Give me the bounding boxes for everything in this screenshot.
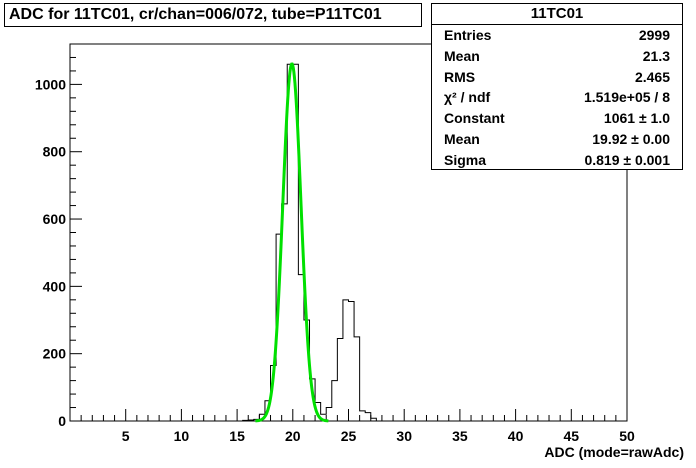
y-tick-label: 800 (43, 144, 67, 160)
stats-row-entries: Entries 2999 (432, 25, 682, 46)
x-tick-label: 10 (174, 428, 190, 444)
stats-name: 11TC01 (432, 4, 682, 25)
fit-curve (255, 62, 329, 423)
y-tick-label: 600 (43, 211, 67, 227)
stats-label: Constant (444, 110, 505, 127)
stats-label: Mean (444, 47, 480, 64)
stats-label: Entries (444, 27, 492, 43)
histogram-bin (243, 420, 249, 421)
stats-row-mean: Mean 21.3 (432, 46, 682, 67)
y-tick-label: 0 (58, 413, 66, 429)
stats-row-constant: Constant 1061 ± 1.0 (432, 108, 682, 129)
stats-label: χ² / ndf (444, 89, 491, 106)
histogram-bin (248, 420, 254, 421)
histogram-bin (343, 300, 349, 421)
y-tick-label: 200 (43, 346, 67, 362)
histogram-bin (326, 408, 332, 421)
stats-row-fit-mean: Mean 19.92 ± 0.00 (432, 129, 682, 150)
histogram-bin (332, 381, 338, 421)
histogram-bin (298, 275, 304, 421)
stats-box: 11TC01 Entries 2999 Mean 21.3 RMS 2.465 … (431, 3, 683, 170)
chart-title: ADC for 11TC01, cr/chan=006/072, tube=P1… (4, 3, 422, 27)
histogram-bin (349, 302, 355, 421)
stats-value: 19.92 ± 0.00 (592, 130, 670, 147)
histogram-bin (360, 411, 366, 421)
y-tick-label: 400 (43, 278, 67, 294)
x-tick-label: 20 (285, 428, 301, 444)
histogram-bin (337, 339, 343, 421)
stats-value: 2999 (638, 27, 670, 43)
stats-value: 0.819 ± 0.001 (584, 151, 670, 168)
stats-row-rms: RMS 2.465 (432, 67, 682, 88)
histogram-bin (365, 413, 371, 421)
stats-value: 2.465 (634, 68, 670, 85)
stats-value: 1061 ± 1.0 (603, 110, 670, 127)
x-tick-label: 45 (564, 428, 580, 444)
x-tick-label: 40 (508, 428, 524, 444)
y-tick-label: 1000 (35, 76, 66, 92)
stats-label: Sigma (444, 151, 487, 168)
x-tick-label: 5 (122, 428, 130, 444)
stats-label: Mean (444, 130, 480, 147)
histogram-bin (354, 337, 360, 421)
stats-row-sigma: Sigma 0.819 ± 0.001 (432, 150, 682, 171)
x-tick-label: 25 (341, 428, 357, 444)
x-tick-label: 15 (229, 428, 245, 444)
stats-value: 21.3 (642, 47, 670, 64)
stats-row-chi2: χ² / ndf 1.519e+05 / 8 (432, 87, 682, 108)
stats-value: 1.519e+05 / 8 (583, 89, 670, 106)
x-tick-label: 50 (619, 428, 635, 444)
x-tick-label: 35 (452, 428, 468, 444)
stats-label: RMS (444, 68, 476, 85)
x-tick-label: 30 (396, 428, 412, 444)
x-axis-label: ADC (mode=rawAdc) (544, 444, 684, 460)
histogram-bin (371, 418, 377, 421)
